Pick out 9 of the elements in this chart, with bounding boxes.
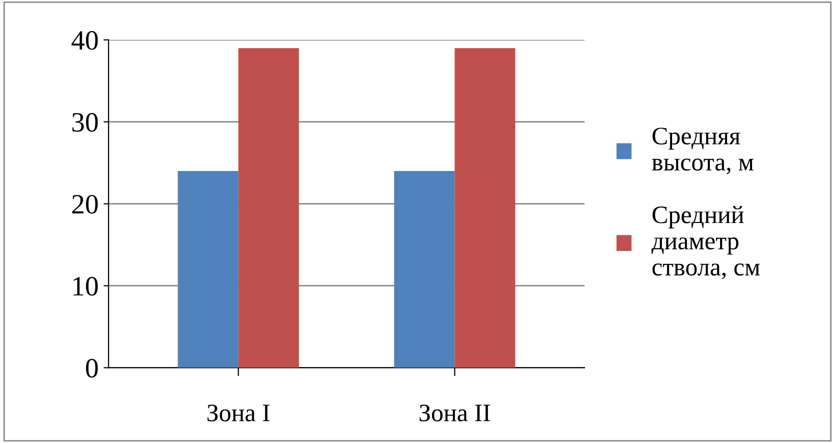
y-tick-label: 20 bbox=[72, 194, 98, 214]
legend-label: Средняя высота, м bbox=[652, 128, 754, 174]
y-tick-label: 40 bbox=[72, 31, 98, 50]
legend-label: Средний диаметр ствола, см bbox=[652, 206, 760, 280]
y-tick-label: 30 bbox=[72, 112, 98, 132]
y-tick-label: 0 bbox=[86, 358, 98, 378]
x-tick-label: Зона II bbox=[420, 404, 490, 422]
x-tick-label: Зона I bbox=[208, 404, 270, 422]
y-tick-label: 10 bbox=[73, 276, 98, 296]
